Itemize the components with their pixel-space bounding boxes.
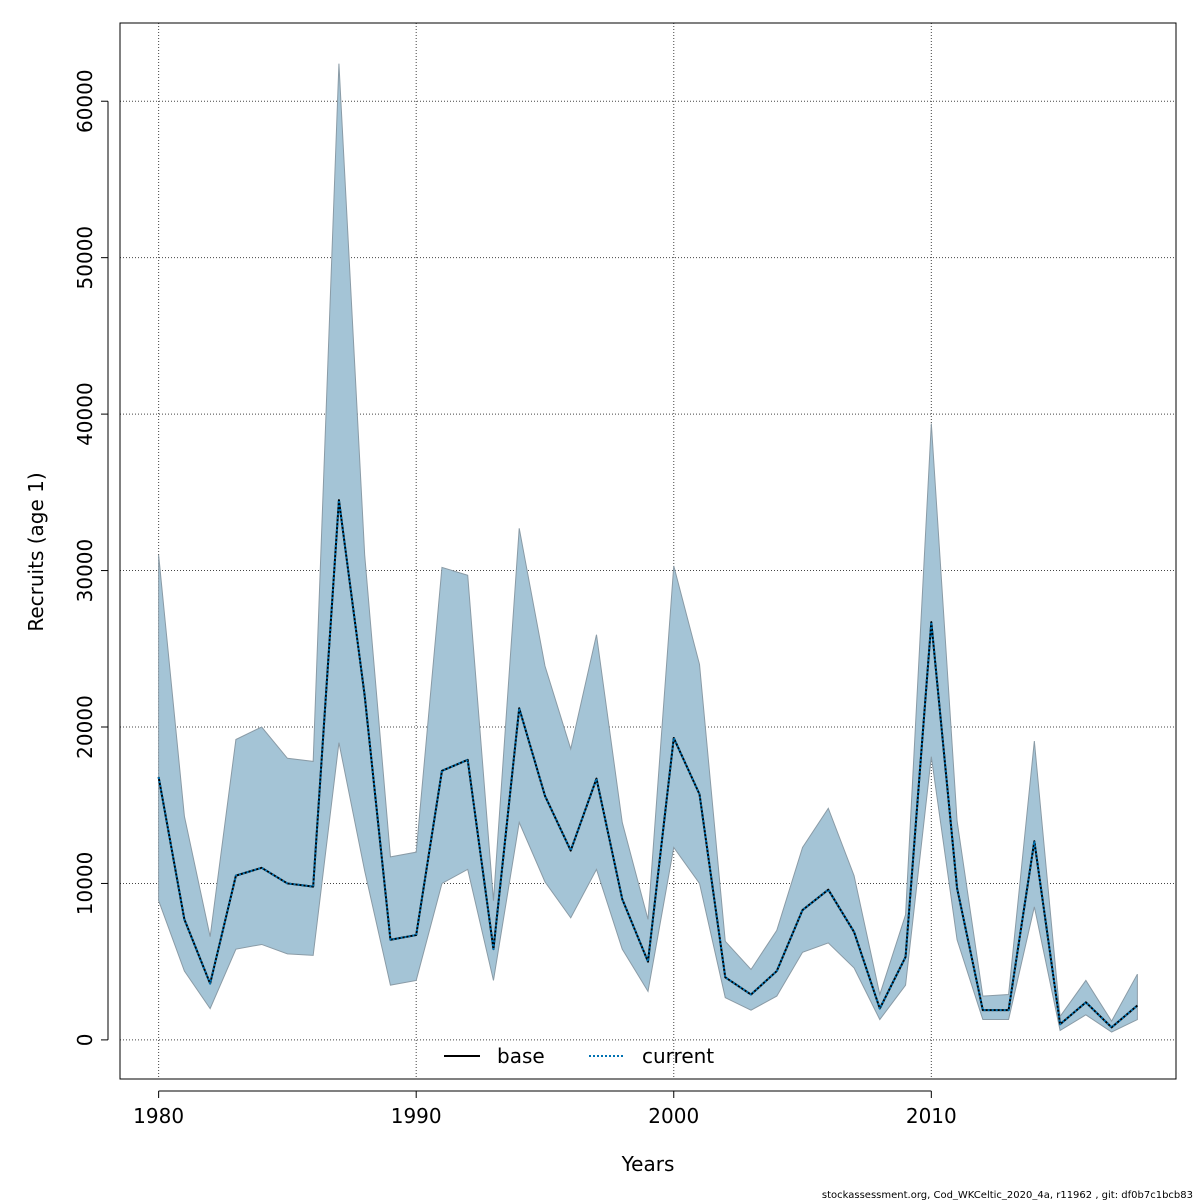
series-lines [157, 499, 1139, 1029]
x-axis-title: Years [621, 1152, 675, 1176]
x-tick-label: 2010 [906, 1104, 957, 1128]
y-tick-label: 50000 [73, 226, 97, 290]
y-tick-label: 60000 [73, 69, 97, 133]
x-tick-label: 2000 [648, 1104, 699, 1128]
confidence-band [158, 63, 1138, 1033]
y-tick-label: 40000 [73, 382, 97, 446]
x-tick-label: 1980 [133, 1104, 184, 1128]
legend-label-current: current [642, 1044, 714, 1068]
x-tick-label: 1990 [391, 1104, 442, 1128]
y-axis: 0 10000 20000 30000 40000 50000 60000 [73, 69, 109, 1047]
y-tick-label: 10000 [73, 852, 97, 916]
series-line-current [157, 499, 1139, 1029]
legend-label-base: base [497, 1044, 545, 1068]
confidence-band-area [158, 63, 1138, 1033]
y-tick-label: 30000 [73, 539, 97, 603]
y-tick-label: 20000 [73, 695, 97, 759]
y-tick-label: 0 [73, 1034, 97, 1047]
x-axis: 1980 1990 2000 2010 [133, 1090, 957, 1128]
footer-text: stockassessment.org, Cod_WKCeltic_2020_4… [822, 1190, 1193, 1200]
plot-frame [119, 22, 1177, 1080]
legend: base current [444, 1044, 714, 1068]
y-axis-title: Recruits (age 1) [24, 472, 48, 631]
